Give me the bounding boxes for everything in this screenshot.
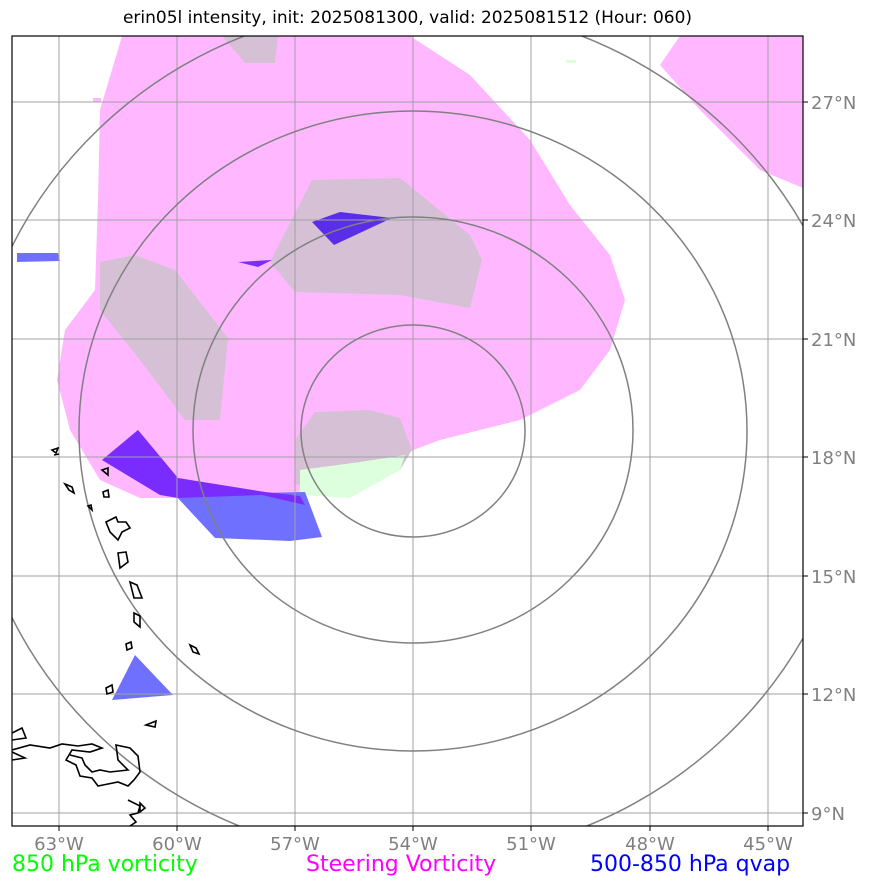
vorticity-850-speck bbox=[566, 60, 576, 63]
vorticity-850-region bbox=[300, 455, 405, 498]
lon-tick-labels: 63°W 60°W 57°W 54°W 51°W 48°W 45°W bbox=[34, 834, 793, 855]
moisture-overlay-center bbox=[270, 178, 482, 308]
lat-tick-label: 27°N bbox=[811, 93, 856, 114]
lat-tick-label: 18°N bbox=[811, 448, 856, 469]
qvap-steering-overlap-main bbox=[102, 430, 305, 505]
steering-speck bbox=[93, 98, 101, 102]
lat-tick-label: 24°N bbox=[811, 211, 856, 232]
moisture-overlay-north bbox=[222, 36, 278, 63]
legend-steering-vorticity: Steering Vorticity bbox=[306, 852, 497, 877]
lat-tick-label: 9°N bbox=[811, 804, 845, 825]
range-rings bbox=[12, 36, 803, 826]
lon-tick-label: 45°W bbox=[743, 834, 793, 855]
qvap-region-main bbox=[175, 492, 322, 541]
coastlines bbox=[12, 446, 201, 826]
lat-tick-label: 21°N bbox=[811, 330, 856, 351]
lon-tick-label: 48°W bbox=[625, 834, 675, 855]
qvap-steering-overlap-small bbox=[238, 260, 272, 267]
steering-vorticity-region-ne bbox=[660, 36, 803, 188]
legend-qvap: 500-850 hPa qvap bbox=[590, 852, 791, 877]
tick-marks bbox=[58, 101, 808, 831]
lat-tick-label: 12°N bbox=[811, 685, 856, 706]
range-ring-2 bbox=[192, 216, 634, 644]
lat-tick-label: 15°N bbox=[811, 567, 856, 588]
range-ring-3 bbox=[78, 110, 748, 752]
lon-tick-label: 54°W bbox=[388, 834, 438, 855]
gridlines bbox=[12, 36, 803, 826]
lon-tick-label: 60°W bbox=[152, 834, 202, 855]
lon-tick-label: 57°W bbox=[270, 834, 320, 855]
qvap-region-south bbox=[112, 655, 173, 700]
moisture-overlay-west bbox=[100, 255, 228, 420]
map-frame bbox=[11, 35, 804, 827]
legend-850-vorticity: 850 hPa vorticity bbox=[12, 852, 198, 877]
lat-tick-labels: 27°N 24°N 21°N 18°N 15°N 12°N 9°N bbox=[811, 93, 856, 825]
lon-tick-label: 51°W bbox=[506, 834, 556, 855]
map-title: erin05l intensity, init: 2025081300, val… bbox=[122, 8, 693, 28]
lon-tick-label: 63°W bbox=[34, 834, 84, 855]
qvap-region-west bbox=[17, 253, 60, 262]
range-ring-1 bbox=[300, 324, 526, 538]
